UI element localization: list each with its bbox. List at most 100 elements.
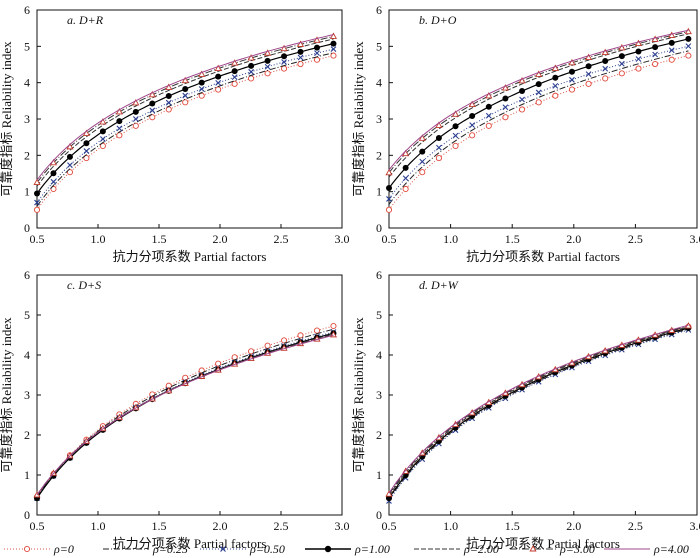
legend-item: ρ=0	[4, 542, 74, 556]
panel-title: b. D+O	[419, 13, 457, 27]
y-tick-label: 3	[376, 388, 382, 402]
data-point	[569, 76, 575, 83]
data-point	[469, 112, 476, 119]
data-point	[182, 92, 189, 99]
data-point	[330, 52, 337, 59]
y-axis-label: 可靠度指标 Reliability index	[351, 317, 366, 473]
data-point	[402, 164, 409, 171]
series-line	[36, 328, 334, 498]
data-point	[215, 73, 222, 80]
legend-marker	[220, 546, 226, 552]
series-line	[36, 35, 334, 183]
plot-frame	[36, 274, 343, 516]
legend-marker	[324, 545, 332, 553]
data-point	[132, 108, 139, 115]
data-point	[668, 39, 675, 46]
data-point	[418, 134, 426, 141]
data-point	[116, 118, 123, 125]
panel-title: d. D+W	[419, 278, 459, 292]
plot-frame	[388, 274, 698, 516]
data-point	[585, 63, 592, 70]
data-point	[280, 44, 288, 52]
data-point	[452, 132, 459, 139]
y-axis-label: 可靠度指标 Reliability index	[351, 41, 366, 197]
data-point	[419, 158, 426, 165]
data-point	[149, 114, 156, 121]
data-point	[296, 40, 305, 47]
data-point	[668, 47, 675, 54]
x-tick-label: 2.5	[628, 519, 643, 533]
y-tick-label: 6	[376, 3, 382, 17]
x-tick-label: 0.5	[30, 232, 45, 246]
data-point	[635, 65, 642, 72]
x-tick-label: 2.0	[566, 519, 581, 533]
data-point	[501, 84, 509, 91]
data-point	[148, 90, 156, 98]
data-point	[519, 106, 526, 113]
data-point	[280, 65, 288, 72]
data-point	[552, 83, 559, 89]
data-point	[618, 44, 626, 51]
panel-1: 0 1 2 3 4 5 6 0.5 1.0 1.5 2.0 2.5 3.0 a. D+R 抗力分项系数 Pa…	[0, 3, 350, 264]
data-point	[231, 74, 238, 81]
data-point	[618, 53, 625, 60]
data-point	[552, 74, 559, 81]
data-point	[313, 44, 320, 51]
x-tick-label: 1.5	[152, 232, 167, 246]
plot-frame	[36, 9, 343, 229]
legend-label: ρ=4.00	[653, 542, 689, 556]
panel-2: 0 1 2 3 4 5 6 0.5 1.0 1.5 2.0 2.5 3.0 b. D+O 抗力分项系数 Pa…	[351, 3, 700, 264]
data-point	[451, 110, 460, 117]
data-point	[502, 114, 509, 121]
data-point	[264, 70, 271, 77]
data-point	[618, 70, 625, 77]
data-point	[313, 56, 321, 63]
data-point	[149, 100, 156, 107]
data-point	[518, 77, 526, 84]
x-tick-label: 0.5	[30, 519, 45, 533]
data-point	[435, 121, 443, 128]
x-tick-label: 3.0	[690, 232, 700, 246]
data-point	[436, 144, 442, 151]
panel-title: c. D+S	[67, 278, 101, 292]
x-tick-label: 1.0	[443, 519, 458, 533]
y-tick-label: 1	[376, 185, 382, 199]
data-point	[502, 104, 509, 111]
data-point	[668, 31, 676, 38]
series-line	[36, 38, 334, 187]
data-point	[66, 153, 73, 160]
data-point	[313, 327, 321, 334]
data-point	[99, 118, 107, 125]
data-point	[182, 86, 189, 93]
data-point	[330, 322, 337, 330]
data-point	[181, 76, 189, 84]
series-line	[388, 33, 689, 178]
data-point	[83, 148, 90, 154]
data-point	[385, 490, 393, 497]
data-point	[519, 96, 525, 103]
series-line	[36, 48, 334, 203]
data-point	[386, 196, 392, 202]
data-point	[386, 185, 392, 192]
panel-3: 0 1 2 3 4 5 6 0.5 1.0 1.5 2.0 2.5 3.0 c. D+S 抗力分项系数 Pa…	[0, 268, 350, 551]
y-tick-label: 4	[376, 76, 382, 90]
x-tick-label: 3.0	[335, 519, 350, 533]
data-point	[684, 27, 692, 35]
data-point	[568, 58, 576, 66]
x-axis-label: 抗力分项系数 Partial factors	[466, 536, 620, 551]
data-point	[165, 92, 172, 99]
data-point	[385, 206, 393, 213]
series-line	[388, 327, 689, 499]
data-point	[247, 54, 255, 61]
series-line	[388, 326, 689, 497]
data-point	[652, 60, 659, 68]
data-point	[165, 99, 172, 106]
x-tick-label: 1.0	[443, 232, 458, 246]
data-point	[198, 86, 205, 92]
series-line	[388, 329, 689, 502]
legend-label: ρ=3.00	[559, 542, 595, 556]
x-tick-label: 0.5	[382, 232, 397, 246]
data-point	[601, 48, 609, 56]
legend-item: ρ=3.00	[510, 542, 595, 556]
